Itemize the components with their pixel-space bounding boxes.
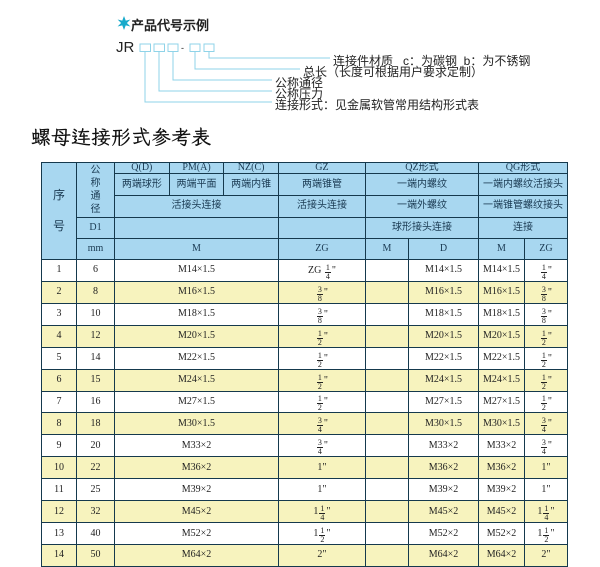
svg-text:-: - [181,43,184,53]
